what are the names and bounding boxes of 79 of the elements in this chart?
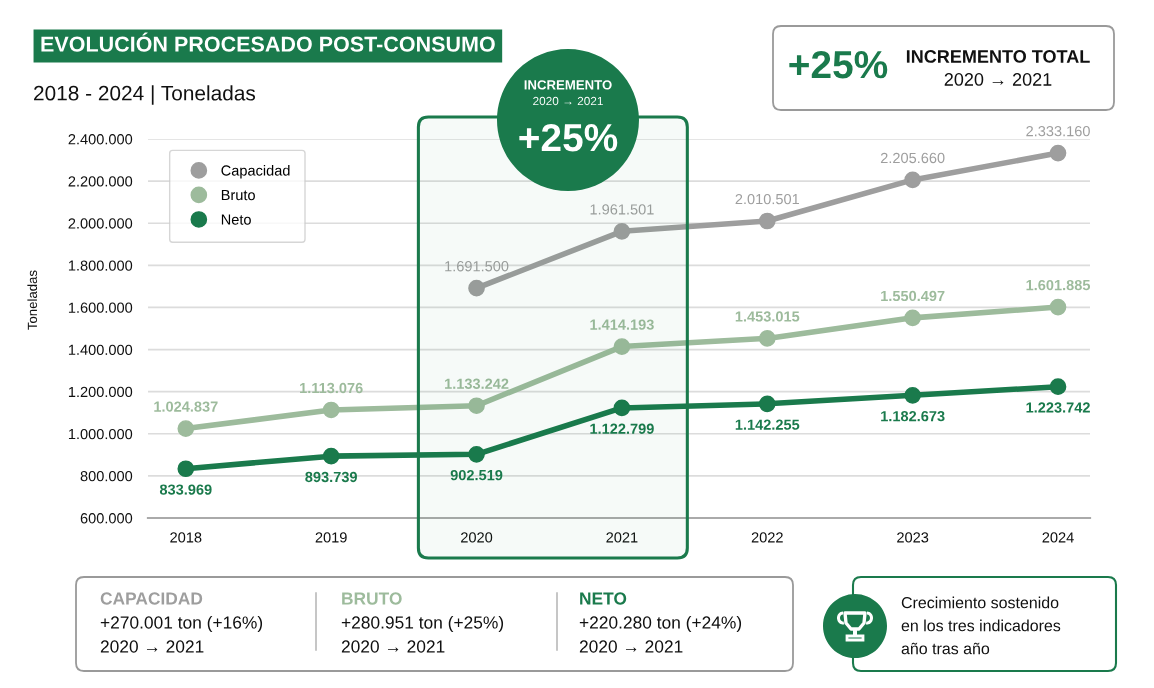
text: 2020 → 2021 [944, 73, 1052, 86]
annotation: +25% [519, 123, 618, 152]
text: INCREMENTO TOTAL [906, 50, 1090, 63]
x-tick-label: 2024 [1042, 532, 1074, 543]
y-tick-label: 600.000 [80, 513, 133, 524]
point [468, 279, 485, 297]
legend-label: Capacidad [221, 164, 290, 179]
data-label: 2.205.660 [880, 152, 945, 164]
point [1049, 378, 1067, 396]
text: 2020 → 2021 [341, 640, 445, 653]
point [322, 401, 340, 419]
y-tick-label: 1.600.000 [68, 302, 133, 313]
text: INCREMENTO [524, 80, 612, 90]
point [904, 386, 921, 404]
data-label: 893.739 [305, 471, 357, 483]
text: CAPACIDAD [100, 592, 203, 605]
y-tick-label: 2.200.000 [68, 176, 133, 187]
data-label: 1.024.837 [154, 401, 218, 412]
x-tick-label: 2018 [170, 532, 202, 543]
point [177, 460, 195, 478]
text: 2020 → 2021 [579, 640, 683, 653]
data-label: 1.223.742 [1026, 402, 1090, 413]
text: BRUTO [342, 592, 402, 605]
data-label: 1.182.673 [881, 410, 945, 422]
x-tick-label: 2019 [315, 532, 347, 543]
x-tick-label: 2020 [461, 532, 493, 543]
data-label: 1.142.255 [735, 419, 800, 430]
data-label: 1.122.799 [590, 423, 654, 434]
point [1049, 144, 1067, 162]
point [758, 212, 776, 230]
text: +280.951 ton (+25%) [341, 615, 504, 633]
point [177, 420, 195, 437]
y-tick-label: 2.400.000 [68, 134, 133, 145]
text: año tras año [901, 642, 990, 655]
y-tick-label: 1.400.000 [68, 344, 133, 355]
data-label: 1.453.015 [735, 311, 800, 322]
point [758, 330, 776, 347]
y-tick-label: 1.000.000 [68, 428, 133, 440]
legend-label: Bruto [221, 190, 255, 201]
point [904, 171, 921, 189]
data-label: 902.519 [450, 469, 503, 481]
data-label: 1.691.500 [445, 261, 509, 272]
text: Crecimiento sostenido [901, 596, 1059, 609]
data-label: 2.333.160 [1026, 125, 1090, 137]
legend-label: Neto [221, 214, 251, 225]
data-label: 833.969 [159, 484, 212, 495]
y-tick-label: 2.000.000 [68, 218, 133, 229]
point [758, 395, 776, 413]
text: +220.280 ton (+24%) [579, 615, 742, 633]
text: +25% [789, 50, 888, 79]
x-tick-label: 2022 [751, 532, 783, 543]
data-label: 1.550.497 [881, 290, 945, 302]
point [468, 445, 485, 463]
text: 2020 → 2021 [100, 640, 204, 653]
text: en los tres indicadores [901, 619, 1061, 632]
data-label: 1.414.193 [590, 319, 654, 330]
text: NETO [580, 592, 627, 605]
data-label: 1.961.501 [590, 204, 654, 215]
point [613, 222, 631, 240]
x-tick-label: 2023 [897, 532, 929, 543]
y-tick-label: 1.200.000 [68, 386, 133, 398]
point [904, 309, 921, 327]
y-tick-label: 800.000 [80, 470, 133, 482]
point [1049, 298, 1067, 316]
x-tick-label: 2021 [606, 532, 638, 543]
point [468, 397, 485, 415]
y-axis-title: Toneladas [27, 270, 38, 330]
data-label: 1.113.076 [300, 382, 363, 394]
point [322, 447, 340, 465]
chart-subtitle: 2018 - 2024 | Toneladas [34, 85, 256, 105]
chart-title: EVOLUCIÓN PROCESADO POST-CONSUMO [41, 32, 495, 52]
text: 2020 → 2021 [533, 96, 603, 106]
point [613, 399, 631, 417]
data-label: 1.133.242 [445, 378, 509, 389]
data-label: 2.010.501 [735, 193, 800, 205]
data-label: 1.601.885 [1026, 279, 1091, 291]
text: +270.001 ton (+16%) [100, 615, 263, 633]
y-tick-label: 1.800.000 [68, 260, 133, 271]
point [613, 338, 631, 355]
